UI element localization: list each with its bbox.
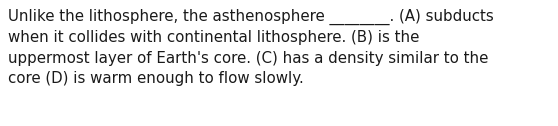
Text: Unlike the lithosphere, the asthenosphere ________. (A) subducts
when it collide: Unlike the lithosphere, the asthenospher… (8, 9, 494, 86)
